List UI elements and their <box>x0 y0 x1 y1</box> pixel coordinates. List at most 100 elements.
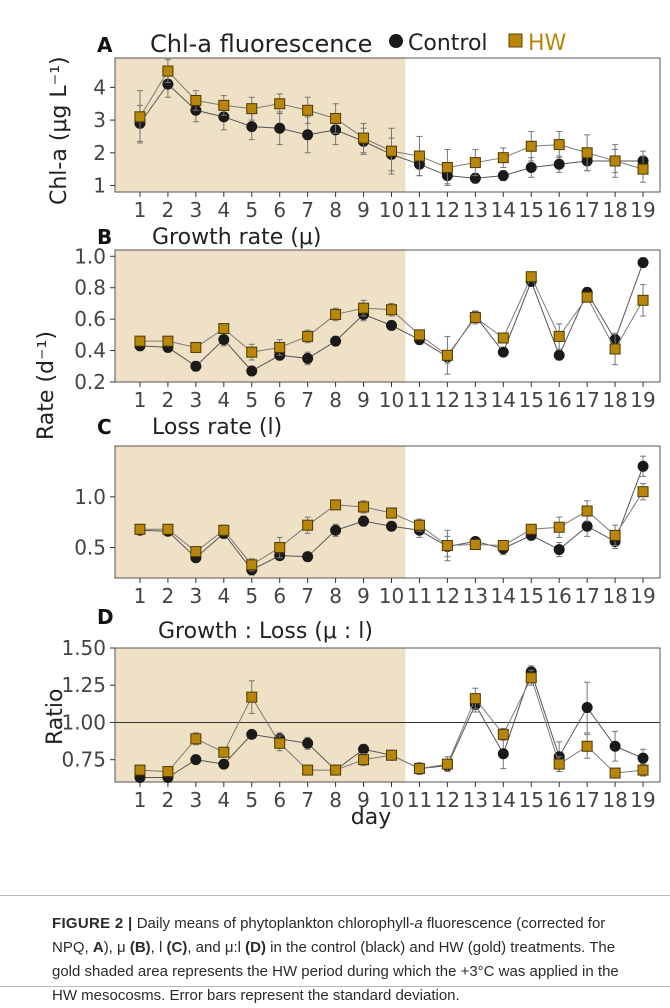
hw-point <box>134 764 146 776</box>
control-point <box>581 702 593 714</box>
xlabel-day: day <box>351 805 391 830</box>
x-tick-label: 13 <box>463 584 488 608</box>
control-point <box>302 551 314 563</box>
control-point <box>386 319 397 331</box>
legend: Control HW <box>389 31 567 56</box>
x-tick-label: 14 <box>491 388 516 412</box>
x-tick-label: 15 <box>519 198 544 222</box>
hw-point <box>330 499 342 511</box>
x-tick-label: 1 <box>134 388 147 412</box>
x-tick-label: 9 <box>357 584 370 608</box>
x-tick-label: 11 <box>407 388 432 412</box>
panel-title-d: Growth : Loss (μ : l) <box>158 619 373 644</box>
y-tick-label: 1.0 <box>74 485 106 509</box>
hw-point <box>497 152 509 164</box>
control-point <box>246 728 258 740</box>
ylabel-rate: Rate (d⁻¹) <box>34 331 59 440</box>
x-tick-label: 16 <box>546 388 571 412</box>
hw-point <box>386 749 397 761</box>
x-tick-label: 10 <box>379 584 404 608</box>
x-tick-label: 8 <box>329 198 342 222</box>
x-tick-label: 11 <box>407 584 432 608</box>
x-tick-label: 11 <box>407 788 432 812</box>
x-tick-label: 17 <box>574 788 599 812</box>
hw-point <box>637 764 649 776</box>
x-tick-label: 5 <box>245 198 258 222</box>
x-tick-label: 16 <box>546 198 571 222</box>
y-tick-label: 0.5 <box>74 536 106 560</box>
x-tick-label: 12 <box>435 388 460 412</box>
caption-bold-b: (B) <box>129 939 151 956</box>
x-tick-label: 2 <box>162 198 175 222</box>
hw-point <box>497 332 509 344</box>
plot-frame <box>114 647 661 783</box>
control-point <box>218 111 230 123</box>
caption-bold-d: (D) <box>245 939 266 956</box>
caption-text-4: , l <box>150 939 167 956</box>
hw-point <box>358 302 370 314</box>
y-tick-label: 3 <box>93 108 106 132</box>
hw-point <box>469 693 481 705</box>
x-tick-label: 15 <box>519 788 544 812</box>
caption-text-5: , and μ:l <box>187 939 246 956</box>
hw-shaded-area <box>115 250 406 382</box>
hw-shaded-area <box>115 58 406 192</box>
ylabel-ratio: Ratio <box>43 689 68 745</box>
x-tick-label: 6 <box>273 788 286 812</box>
ylabel-chl: Chl-a (μg L⁻¹) <box>47 56 72 205</box>
x-tick-label: 17 <box>574 584 599 608</box>
control-point <box>637 460 649 472</box>
legend-control-marker <box>389 34 403 48</box>
control-point <box>246 365 258 377</box>
control-point <box>609 740 621 752</box>
x-tick-label: 10 <box>379 388 404 412</box>
y-tick-label: 0.75 <box>61 748 106 772</box>
x-tick-label: 11 <box>407 198 432 222</box>
legend-control-label: Control <box>408 31 488 56</box>
panel-b: 0.20.40.60.81.01 2 3 4 5 6 7 8 9 10 11 12 13 14 15 16 17… <box>74 244 661 412</box>
control-point <box>246 121 258 133</box>
control-point <box>218 758 230 770</box>
hw-point <box>274 341 286 353</box>
hw-point <box>330 308 342 320</box>
panel-label-a: A <box>97 33 113 57</box>
panel-label-b: B <box>97 225 112 249</box>
panel-c: 0.51.01 2 3 4 5 6 7 8 9 10 11 12 13 14 15 16 17 18 19 <box>74 445 661 608</box>
control-point <box>358 515 370 527</box>
caption-text-1: Daily means of phytoplankton chlorophyll… <box>132 915 415 932</box>
hw-point <box>246 559 258 571</box>
y-tick-label: 2 <box>93 141 106 165</box>
control-point <box>581 520 593 532</box>
x-tick-label: 14 <box>491 788 516 812</box>
hw-point <box>581 147 593 159</box>
hw-point <box>525 140 537 152</box>
control-point <box>162 78 174 90</box>
x-tick-label: 2 <box>162 788 175 812</box>
x-tick-label: 4 <box>217 388 230 412</box>
control-point <box>497 748 509 760</box>
x-tick-label: 7 <box>301 388 314 412</box>
control-point <box>218 334 230 346</box>
figure-caption: FIGURE 2 | Daily means of phytoplankton … <box>52 912 642 1008</box>
control-point <box>330 335 342 347</box>
hw-point <box>469 312 481 324</box>
legend-hw-label: HW <box>528 31 567 56</box>
x-tick-label: 4 <box>217 198 230 222</box>
hw-point <box>302 764 314 776</box>
hw-point <box>246 346 258 358</box>
caption-text-2: fluorescence (corrected for NPQ, <box>52 915 606 956</box>
panel-title-c: Loss rate (l) <box>152 415 282 440</box>
x-tick-label: 8 <box>329 788 342 812</box>
hw-point <box>553 758 565 770</box>
y-tick-label: 1 <box>93 173 106 197</box>
hw-point <box>162 335 174 347</box>
hw-point <box>525 672 537 684</box>
hw-point <box>441 540 453 552</box>
plot-frame <box>114 57 661 193</box>
hw-point <box>637 294 649 306</box>
hw-point <box>441 161 453 173</box>
hw-point <box>497 728 509 740</box>
control-point <box>525 161 537 173</box>
plot-frame <box>114 249 661 383</box>
